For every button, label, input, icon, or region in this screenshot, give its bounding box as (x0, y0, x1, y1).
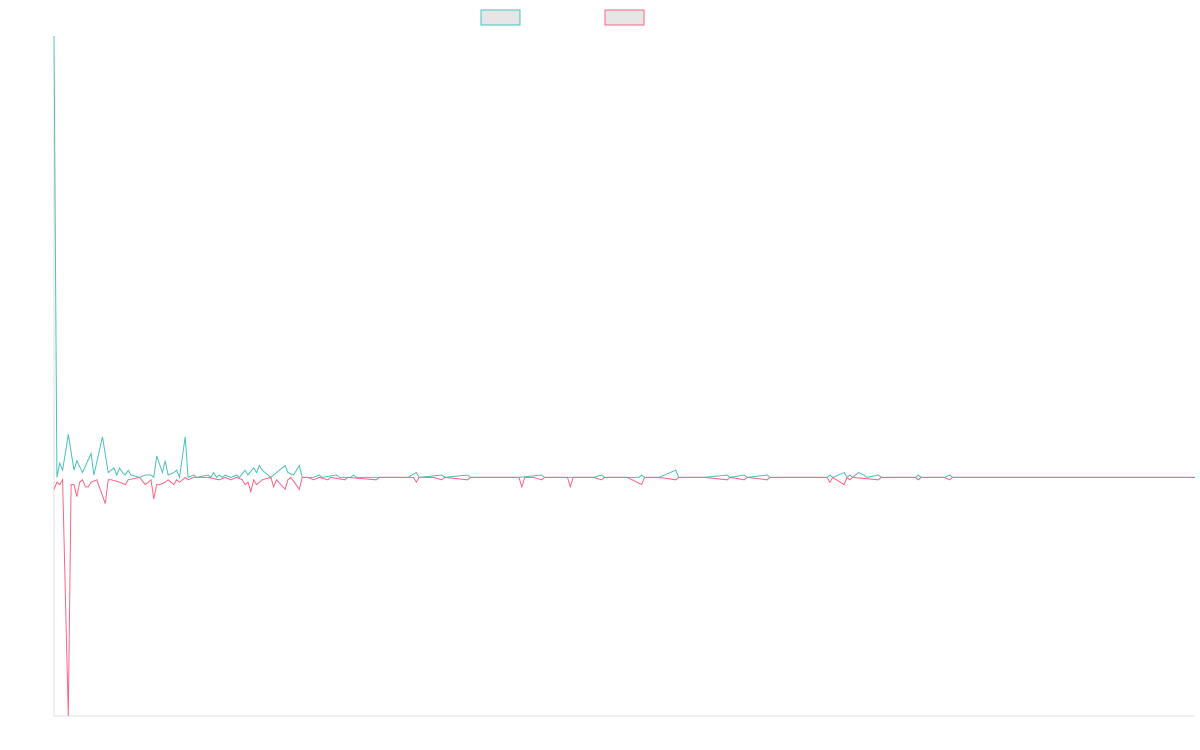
legend (480, 9, 645, 26)
axes (53, 36, 1195, 717)
series-line-2 (53, 476, 1195, 717)
legend-swatch-1[interactable] (480, 9, 521, 26)
series-layer (53, 35, 1195, 717)
legend-swatch-2[interactable] (604, 9, 645, 26)
series-line-1 (53, 35, 1195, 480)
